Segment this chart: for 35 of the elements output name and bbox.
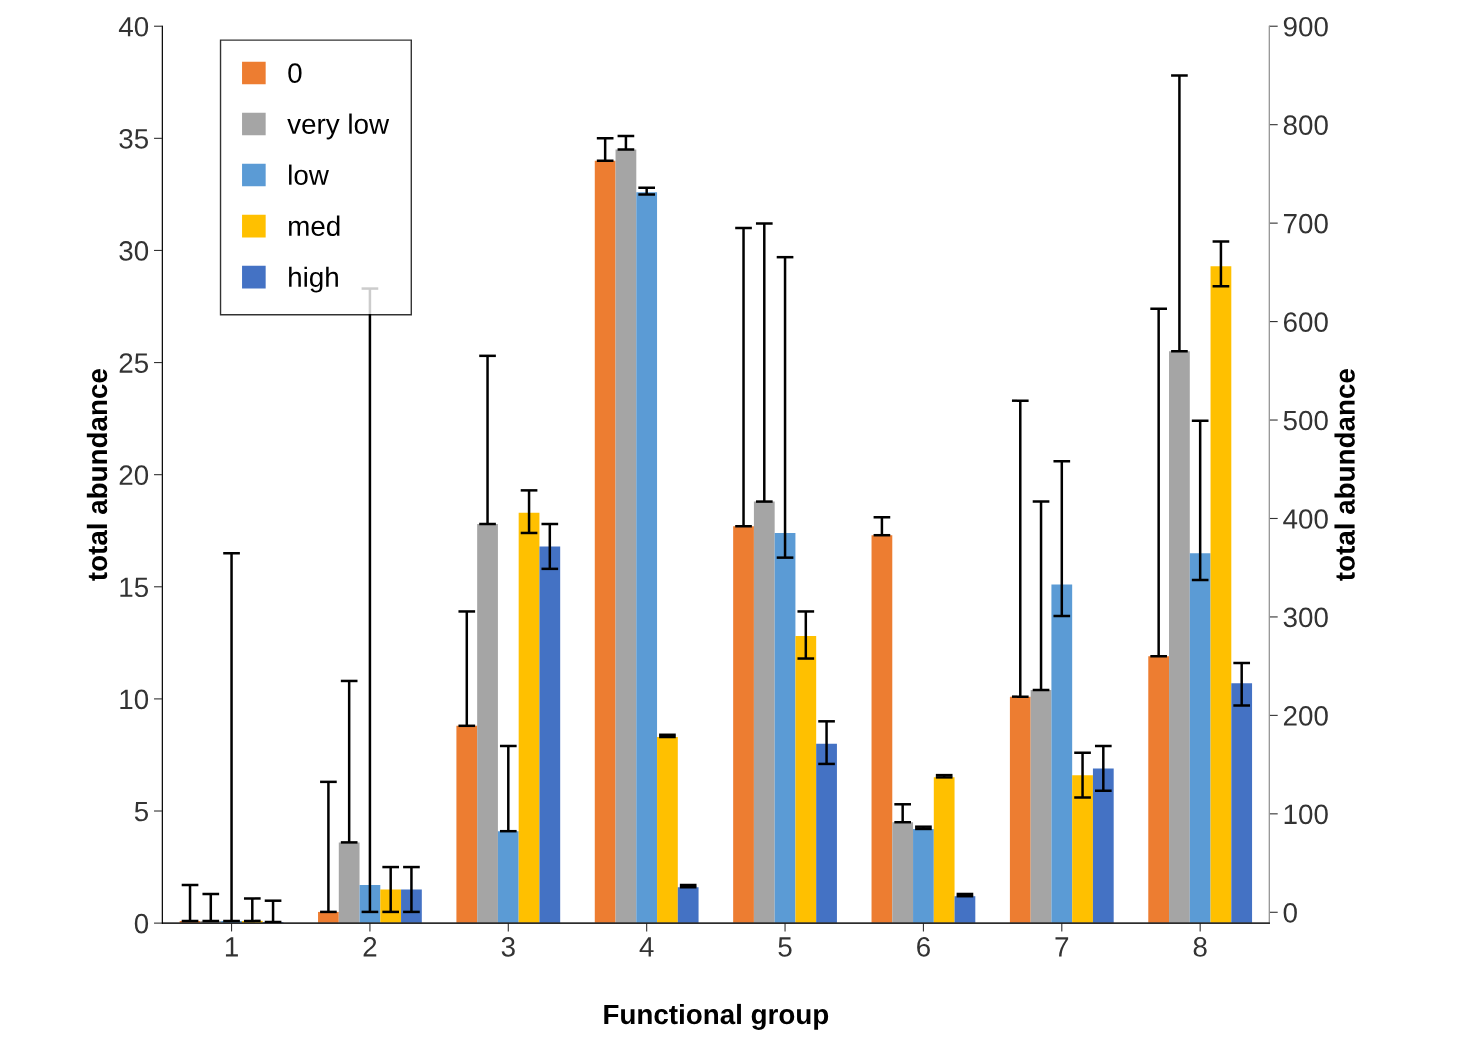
y-tick-label: 40 (118, 16, 149, 37)
y2-tick-label: 500 (1283, 410, 1328, 431)
legend-label: low (289, 164, 329, 185)
x-axis-title: Functional group (604, 1003, 829, 1030)
x-tick-label: 2 (363, 937, 377, 957)
y2-tick-label: 0 (1283, 902, 1297, 923)
x-tick-label: 8 (1193, 937, 1207, 957)
y-tick-label: 35 (119, 129, 148, 149)
y-tick-label: 25 (119, 353, 148, 373)
x-tick-label: 5 (778, 937, 792, 957)
y-tick-label: 0 (134, 913, 149, 934)
y-tick-label: 30 (119, 241, 149, 261)
x-tick-label: 3 (501, 937, 515, 957)
y2-tick-label: 200 (1283, 706, 1328, 726)
x-tick-label: 7 (1055, 937, 1069, 957)
legend-label: 0 (288, 63, 302, 83)
y2-tick-label: 100 (1284, 804, 1328, 825)
x-tick-label: 6 (917, 937, 930, 957)
x-tick-label: 4 (639, 937, 654, 957)
y-tick-label: 15 (120, 577, 148, 598)
y-tick-label: 5 (134, 801, 148, 822)
y-tick-label: 20 (119, 465, 149, 486)
legend-label: very low (287, 113, 390, 140)
y-axis-title: total abundance (86, 369, 108, 581)
legend-label: med (289, 215, 340, 237)
y-tick-label: 10 (120, 689, 149, 710)
legend-label: high (289, 266, 338, 293)
x-tick-label: 1 (225, 937, 238, 957)
y2-tick-label: 400 (1283, 509, 1328, 529)
y2-tick-label: 300 (1283, 607, 1328, 628)
y2-tick-label: 700 (1283, 213, 1328, 234)
y2-tick-label: 600 (1283, 312, 1328, 332)
y2-tick-label: 800 (1283, 115, 1328, 136)
y2-tick-label: 900 (1283, 16, 1328, 37)
y2-axis-title: total abundance (1334, 369, 1355, 581)
